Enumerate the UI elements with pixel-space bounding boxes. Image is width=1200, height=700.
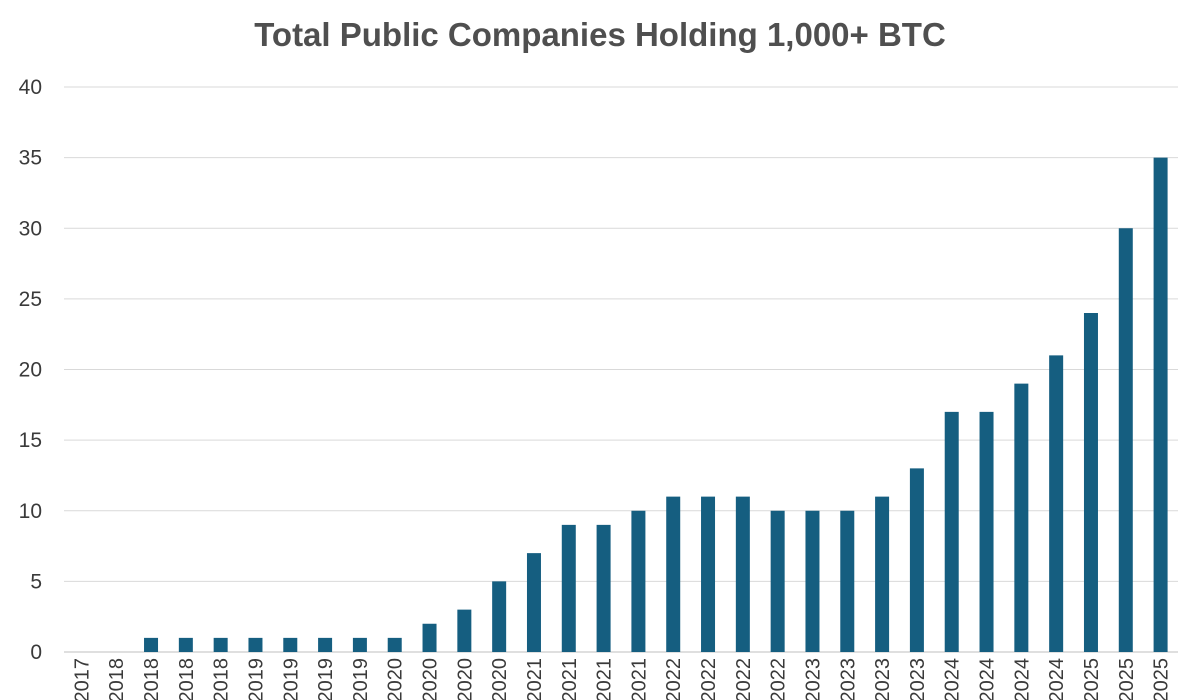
x-tick-label: 2020 bbox=[420, 658, 442, 700]
y-tick-label: 0 bbox=[30, 641, 42, 664]
bar bbox=[561, 524, 576, 652]
x-tick-label: 2021 bbox=[559, 658, 581, 700]
x-tick-label: 2021 bbox=[524, 658, 546, 700]
x-tick-label: 2023 bbox=[802, 658, 824, 700]
bar bbox=[909, 468, 924, 652]
bar bbox=[457, 609, 472, 652]
x-tick-label: 2018 bbox=[141, 658, 163, 700]
x-tick-label: 2024 bbox=[1011, 658, 1033, 700]
bar bbox=[840, 510, 855, 652]
x-tick-label: 2024 bbox=[977, 658, 999, 700]
bar bbox=[596, 524, 611, 652]
bar bbox=[631, 510, 646, 652]
bar bbox=[213, 637, 228, 652]
y-tick-label: 20 bbox=[19, 359, 42, 382]
bar bbox=[770, 510, 785, 652]
x-tick-label: 2024 bbox=[942, 658, 964, 700]
x-tick-label: 2021 bbox=[594, 658, 616, 700]
x-tick-label: 2023 bbox=[872, 658, 894, 700]
x-tick-label: 2020 bbox=[454, 658, 476, 700]
x-tick-label: 2022 bbox=[663, 658, 685, 700]
x-tick-label: 2019 bbox=[245, 658, 267, 700]
bar bbox=[318, 637, 333, 652]
bar bbox=[1014, 383, 1029, 652]
bar bbox=[144, 637, 159, 652]
bar bbox=[1153, 157, 1168, 652]
x-tick-label: 2019 bbox=[280, 658, 302, 700]
y-tick-label: 10 bbox=[19, 500, 42, 523]
bar bbox=[666, 496, 681, 652]
bar bbox=[422, 623, 437, 652]
y-tick-label: 30 bbox=[19, 217, 42, 240]
x-tick-label: 2025 bbox=[1151, 658, 1173, 700]
bar bbox=[701, 496, 716, 652]
x-tick-label: 2021 bbox=[628, 658, 650, 700]
x-tick-label: 2019 bbox=[350, 658, 372, 700]
y-tick-label: 35 bbox=[19, 147, 42, 170]
x-tick-label: 2025 bbox=[1081, 658, 1103, 700]
bar bbox=[492, 581, 507, 652]
bar bbox=[1049, 355, 1064, 652]
x-tick-label: 2024 bbox=[1046, 658, 1068, 700]
x-tick-label: 2023 bbox=[907, 658, 929, 700]
x-axis-ticks: 2017 2018 2018 2018 2018 2019 2019 2019 2019 2020… bbox=[71, 658, 1172, 700]
bar bbox=[875, 496, 890, 652]
x-tick-label: 2020 bbox=[385, 658, 407, 700]
bar bbox=[178, 637, 193, 652]
y-tick-label: 15 bbox=[19, 429, 42, 452]
gridlines bbox=[64, 86, 1178, 653]
bar bbox=[283, 637, 298, 652]
bar bbox=[944, 411, 959, 652]
x-tick-label: 2017 bbox=[71, 658, 93, 700]
x-tick-label: 2018 bbox=[211, 658, 233, 700]
y-tick-label: 25 bbox=[19, 288, 42, 311]
x-tick-label: 2018 bbox=[176, 658, 198, 700]
x-tick-label: 2019 bbox=[315, 658, 337, 700]
x-tick-label: 2022 bbox=[733, 658, 755, 700]
y-tick-label: 5 bbox=[30, 570, 42, 593]
bar bbox=[526, 553, 541, 652]
bar bbox=[352, 637, 367, 652]
x-tick-label: 2025 bbox=[1116, 658, 1138, 700]
x-tick-label: 2022 bbox=[698, 658, 720, 700]
x-tick-label: 2023 bbox=[837, 658, 859, 700]
bar bbox=[735, 496, 750, 652]
chart-title: Total Public Companies Holding 1,000+ BT… bbox=[254, 16, 946, 53]
bar bbox=[979, 411, 994, 652]
y-axis-ticks: 0 5 10 15 20 25 30 35 40 bbox=[19, 76, 42, 664]
bar bbox=[387, 637, 402, 652]
x-tick-label: 2022 bbox=[768, 658, 790, 700]
x-tick-label: 2018 bbox=[106, 658, 128, 700]
bar bbox=[1118, 228, 1133, 652]
bar bbox=[1083, 313, 1098, 652]
bar bbox=[248, 637, 263, 652]
y-tick-label: 40 bbox=[19, 76, 42, 99]
bars bbox=[144, 157, 1168, 652]
bar bbox=[805, 510, 820, 652]
x-tick-label: 2020 bbox=[489, 658, 511, 700]
